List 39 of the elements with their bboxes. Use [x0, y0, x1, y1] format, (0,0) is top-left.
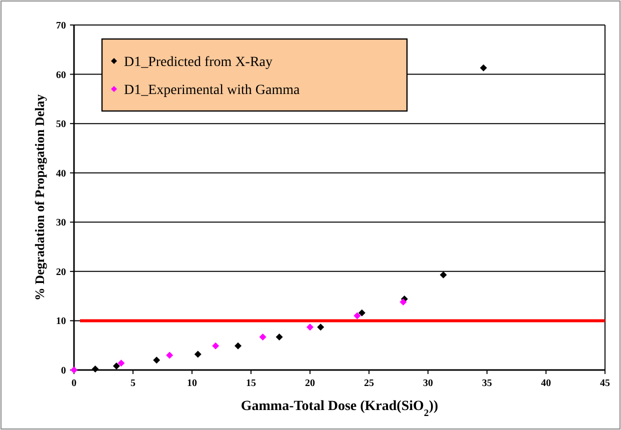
point: [259, 333, 266, 340]
y-tick-label: 60: [56, 70, 66, 81]
x-tick-label: 10: [187, 378, 197, 389]
x-tick-label: 0: [72, 378, 76, 389]
y-tick-label: 50: [56, 119, 66, 130]
y-tick-label: 0: [61, 366, 66, 376]
x-tick-label: 15: [246, 378, 256, 389]
point: [234, 342, 242, 350]
y-tick-label: 30: [56, 218, 66, 229]
point: [440, 271, 447, 278]
y-tick-label: 70: [56, 20, 66, 32]
point: [166, 352, 174, 359]
point: [153, 356, 160, 364]
legend-label: D1_Experimental with Gamma: [124, 82, 301, 98]
point: [317, 324, 324, 331]
point: [400, 298, 407, 306]
point: [118, 360, 125, 367]
legend-label: D1_Predicted from X-Ray: [124, 54, 273, 70]
y-axis-title: % Degradation of Propagation Delay: [32, 94, 47, 301]
x-tick-label: 20: [305, 378, 315, 389]
x-tick-label: 5: [130, 378, 136, 389]
y-tick-label: 10: [56, 316, 66, 328]
point: [112, 362, 120, 370]
x-tick-label: 40: [541, 378, 551, 389]
x-tick-label: 45: [600, 378, 610, 389]
x-axis-title: Gamma-Total Dose (Krad(SiO$_{2}$)): [240, 399, 438, 418]
y-tick-label: 20: [56, 266, 66, 278]
point: [92, 366, 99, 373]
point: [306, 324, 314, 331]
point: [358, 309, 366, 316]
x-tick-label: 30: [423, 378, 433, 389]
y-tick-label: 40: [56, 168, 66, 180]
x-tick-label: 35: [482, 378, 492, 389]
x-tick-label: 25: [364, 378, 374, 389]
point: [480, 64, 487, 72]
point: [212, 342, 220, 350]
point: [354, 312, 361, 320]
point: [194, 350, 202, 358]
point: [276, 333, 283, 340]
